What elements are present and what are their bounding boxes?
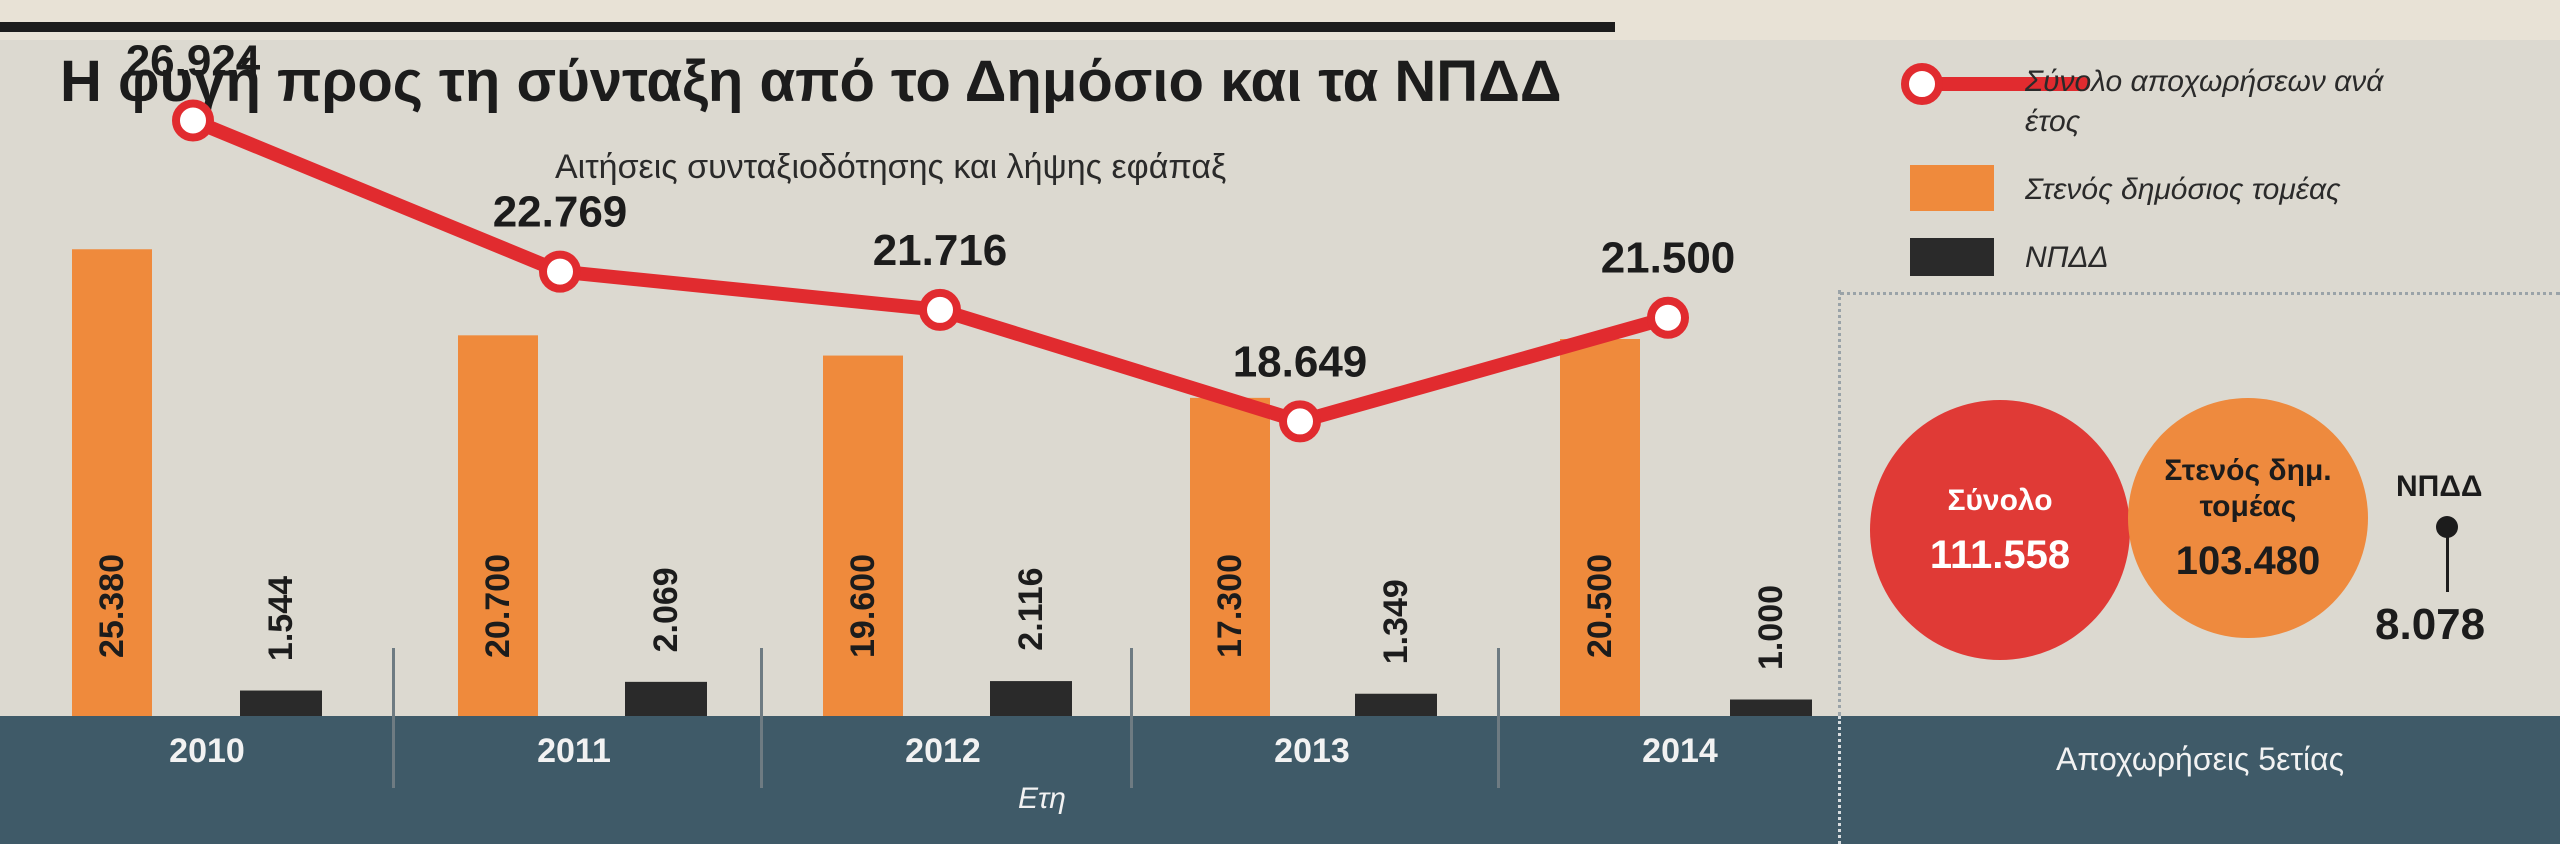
public-sector-bar xyxy=(458,335,538,716)
public-sector-bar-label: 20.700 xyxy=(479,554,517,658)
x-axis-label: Ετη xyxy=(1018,782,1066,815)
total-point-label: 18.649 xyxy=(1233,337,1368,386)
top-rule xyxy=(0,22,1615,32)
summary-band xyxy=(1840,716,2560,844)
total-point xyxy=(919,288,961,331)
public-sector-bar-label: 17.300 xyxy=(1211,554,1249,658)
public-sector-bar xyxy=(72,249,152,717)
band-separator xyxy=(1838,716,1841,844)
npdd-bar-label: 1.544 xyxy=(262,576,300,661)
x-tick-label: 2013 xyxy=(1274,732,1350,770)
npdd-bar-label: 2.116 xyxy=(1012,567,1050,650)
total-point-label: 26.924 xyxy=(126,36,261,85)
npdd-pin-stem xyxy=(2446,536,2449,592)
public-sector-summary-circle: Στενός δημ. τομέας 103.480 xyxy=(2128,398,2368,638)
total-summary-value: 111.558 xyxy=(1929,532,2071,577)
npdd-bar xyxy=(1355,693,1437,716)
chart-subtitle: Αιτήσεις συνταξιοδότησης και λήψης εφάπα… xyxy=(555,148,1227,186)
x-tick-label: 2011 xyxy=(537,732,611,770)
public-sector-bar-label: 19.600 xyxy=(844,554,882,658)
npdd-legend-swatch xyxy=(1910,238,1994,276)
chart-title: Η φυγή προς τη σύνταξη από το Δημόσιο κα… xyxy=(60,49,1562,114)
total-point xyxy=(1279,400,1321,443)
total-point xyxy=(1647,296,1689,339)
npdd-summary-value: 8.078 xyxy=(2375,600,2486,649)
public-sector-bar xyxy=(823,355,903,716)
public-sector-bar xyxy=(1190,397,1270,716)
npdd-summary-label: ΝΠΔΔ xyxy=(2396,470,2483,503)
total-point-label: 21.500 xyxy=(1601,234,1736,283)
public-sector-bar-label: 20.500 xyxy=(1581,554,1619,658)
total-line-legend-icon xyxy=(1901,63,2090,105)
npdd-bar xyxy=(240,690,322,716)
npdd-bar-label: 1.000 xyxy=(1752,585,1790,670)
chart-canvas: 25.380 20.700 19.600 17.300 20.500 1.544 2.069… xyxy=(72,36,1812,717)
npdd-bar xyxy=(625,681,707,716)
legend-total-label: Σύνολο αποχωρήσεων ανά έτος xyxy=(2025,65,2384,138)
year-separator xyxy=(392,648,395,788)
panel-divider xyxy=(1838,290,1841,716)
public-sector-summary-value: 103.480 xyxy=(2175,538,2321,583)
npdd-bar-label: 2.069 xyxy=(647,567,685,652)
total-point xyxy=(172,99,214,142)
year-separator xyxy=(1497,648,1500,788)
legend-npdd-label: ΝΠΔΔ xyxy=(2025,241,2109,274)
total-summary-circle: Σύνολο 111.558 xyxy=(1870,400,2130,660)
npdd-bar xyxy=(990,681,1072,716)
x-axis-band xyxy=(0,716,1840,844)
total-point xyxy=(539,250,581,293)
npdd-pin-icon xyxy=(2436,516,2458,538)
total-point-label: 21.716 xyxy=(873,226,1008,275)
x-tick-label: 2014 xyxy=(1642,732,1718,770)
public-sector-bar-label: 25.380 xyxy=(93,554,131,658)
legend-public-sector-label: Στενός δημόσιος τομέας xyxy=(2025,173,2341,206)
total-summary-label: Σύνολο xyxy=(1947,483,2053,517)
npdd-bar xyxy=(1730,699,1812,716)
total-point-label: 22.769 xyxy=(493,188,628,237)
x-tick-label: 2012 xyxy=(905,732,981,770)
year-separator xyxy=(760,648,763,788)
year-separator xyxy=(1130,648,1133,788)
summary-footer: Αποχωρήσεις 5ετίας xyxy=(2056,741,2344,777)
public-sector-legend-swatch xyxy=(1910,165,1994,211)
public-sector-bar xyxy=(1560,339,1640,716)
x-tick-label: 2010 xyxy=(169,732,245,770)
public-sector-summary-label: Στενός δημ. τομέας xyxy=(2164,453,2332,523)
npdd-bar-label: 1.349 xyxy=(1377,579,1415,664)
panel-divider xyxy=(1840,292,2560,295)
